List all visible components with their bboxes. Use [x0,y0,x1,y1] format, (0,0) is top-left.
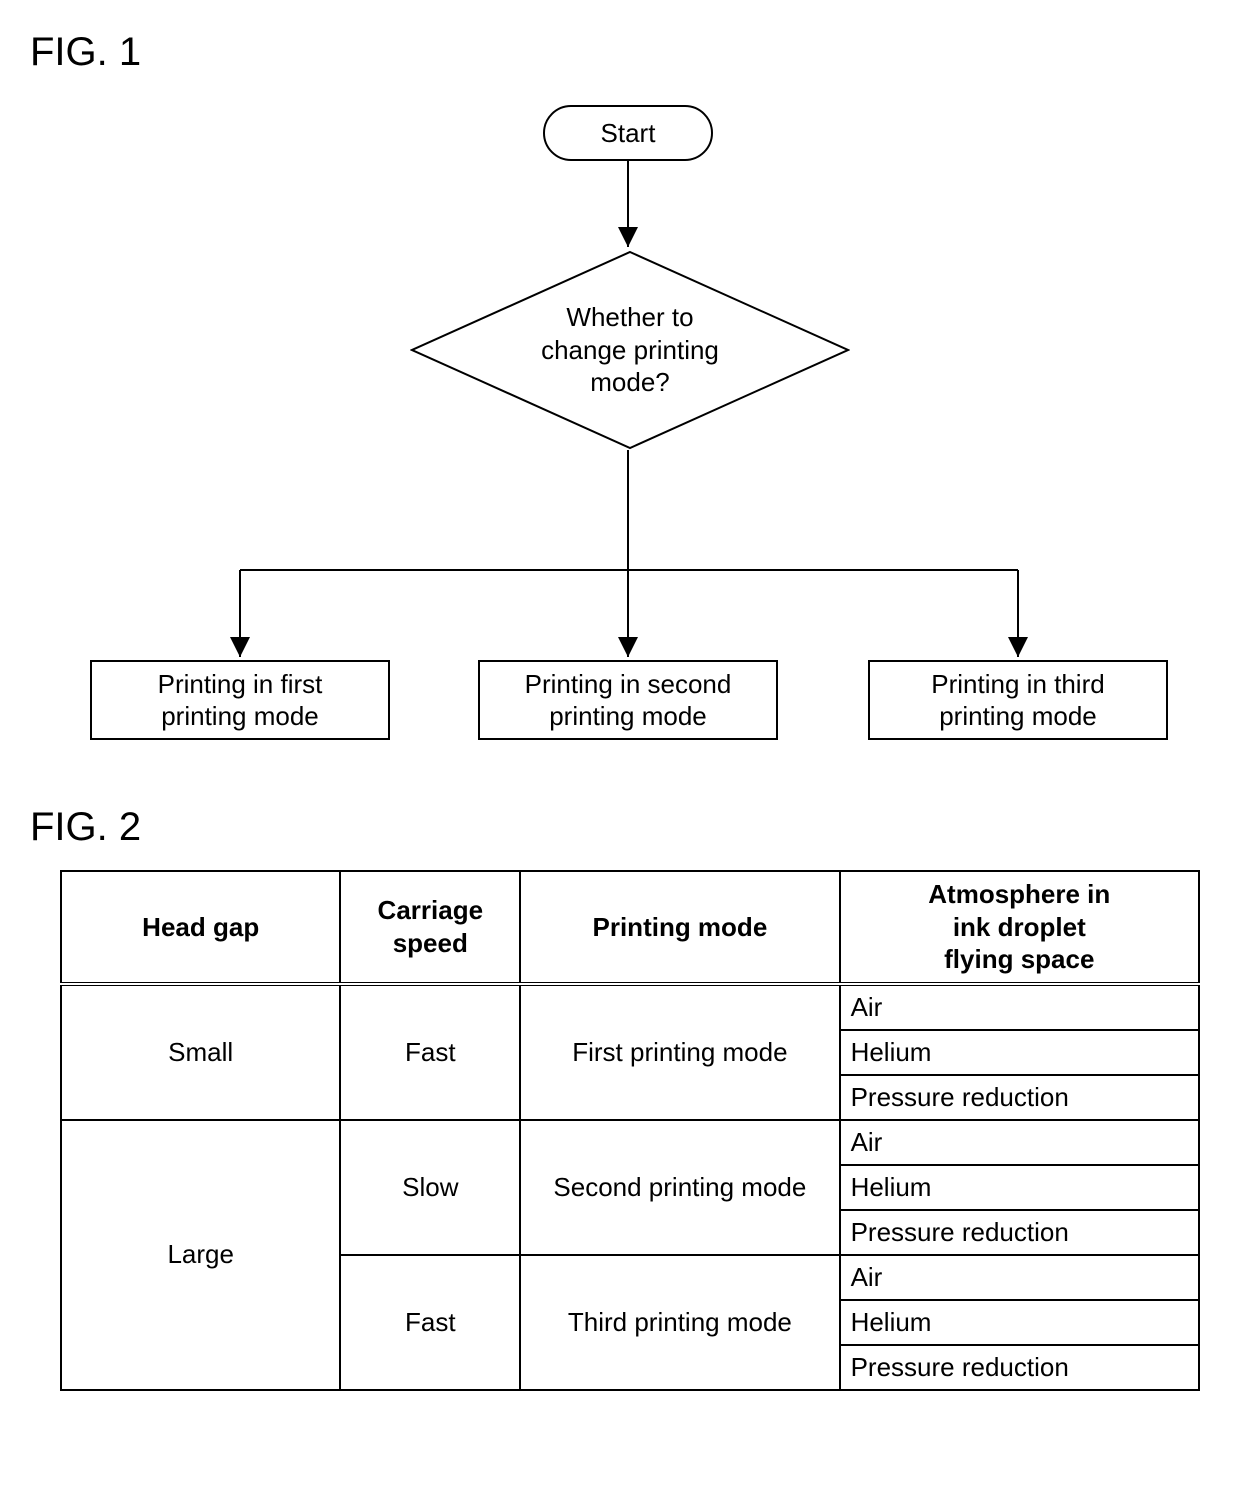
cell-atmosphere: Helium [840,1300,1199,1345]
cell-printing-mode: First printing mode [520,984,839,1120]
cell-atmosphere: Air [840,984,1199,1030]
flow-process-1-label: Printing in firstprinting mode [158,668,323,733]
cell-printing-mode: Second printing mode [520,1120,839,1255]
flow-decision-node: Whether tochange printingmode? [410,250,850,450]
cell-atmosphere: Helium [840,1030,1199,1075]
flow-process-3: Printing in thirdprinting mode [868,660,1168,740]
th-atmosphere: Atmosphere inink dropletflying space [840,871,1199,984]
table-row: Large Slow Second printing mode Air [61,1120,1199,1165]
flow-process-1: Printing in firstprinting mode [90,660,390,740]
cell-atmosphere: Air [840,1120,1199,1165]
flowchart-fig1: Start Whether tochange printingmode? Pri… [20,95,1220,795]
cell-atmosphere: Pressure reduction [840,1075,1199,1120]
th-carriage-speed: Carriagespeed [340,871,520,984]
cell-printing-mode: Third printing mode [520,1255,839,1390]
th-head-gap: Head gap [61,871,340,984]
th-printing-mode: Printing mode [520,871,839,984]
cell-head-gap: Large [61,1120,340,1390]
flow-start-label: Start [601,118,656,149]
table-row: Small Fast First printing mode Air [61,984,1199,1030]
printing-mode-table-wrap: Head gap Carriagespeed Printing mode Atm… [60,870,1180,1391]
cell-atmosphere: Pressure reduction [840,1345,1199,1390]
cell-atmosphere: Pressure reduction [840,1210,1199,1255]
flow-start-node: Start [543,105,713,161]
flow-process-2: Printing in secondprinting mode [478,660,778,740]
printing-mode-tbody: Small Fast First printing mode Air Heliu… [61,984,1199,1390]
flow-process-2-label: Printing in secondprinting mode [525,668,732,733]
cell-atmosphere: Air [840,1255,1199,1300]
cell-atmosphere: Helium [840,1165,1199,1210]
flow-decision-label: Whether tochange printingmode? [410,250,850,450]
cell-head-gap: Small [61,984,340,1120]
printing-mode-table: Head gap Carriagespeed Printing mode Atm… [60,870,1200,1391]
figure-2-label: FIG. 2 [30,805,1220,850]
cell-carriage-speed: Fast [340,1255,520,1390]
flow-process-3-label: Printing in thirdprinting mode [931,668,1104,733]
cell-carriage-speed: Slow [340,1120,520,1255]
cell-carriage-speed: Fast [340,984,520,1120]
figure-1-label: FIG. 1 [30,30,1220,75]
